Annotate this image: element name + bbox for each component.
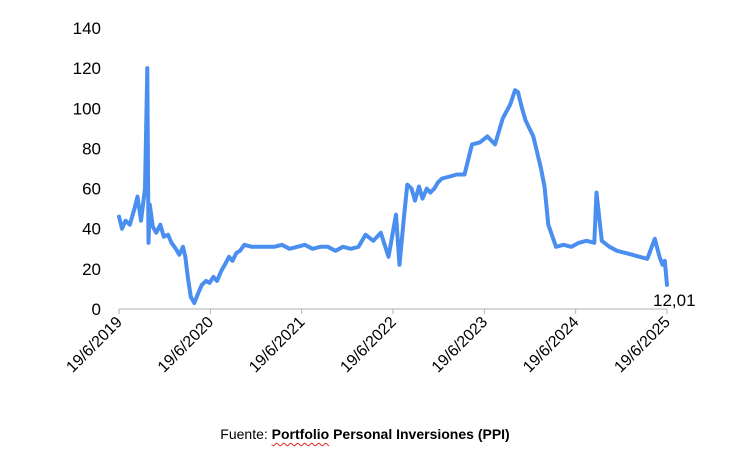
x-tick-label: 19/6/2023 [429, 314, 491, 376]
x-tick-label: 19/6/2022 [337, 314, 399, 376]
end-value-label: 12,01 [653, 291, 696, 310]
x-axis-ticks: 19/6/2019 19/6/2020 19/6/2021 19/6/2022 19/6… [63, 314, 673, 376]
y-tick-label: 60 [82, 180, 101, 199]
y-tick-label: 100 [73, 99, 101, 118]
x-tick-label: 19/6/2025 [611, 314, 673, 376]
y-axis-ticks: 0 20 40 60 80 100 120 140 [73, 19, 101, 319]
source-caption: Fuente: Portfolio Personal Inversiones (… [0, 426, 730, 442]
y-tick-label: 140 [73, 19, 101, 38]
source-prefix: Fuente: [220, 426, 272, 442]
y-tick-label: 20 [82, 260, 101, 279]
source-name-part2: Personal Inversiones (PPI) [329, 426, 510, 442]
series-line [117, 66, 669, 305]
x-tick-label: 19/6/2020 [155, 314, 217, 376]
y-tick-label: 40 [82, 220, 101, 239]
y-tick-label: 0 [92, 300, 101, 319]
x-axis-tick-marks [118, 309, 668, 314]
x-tick-label: 19/6/2024 [520, 314, 582, 376]
x-tick-label: 19/6/2021 [246, 314, 308, 376]
y-tick-label: 80 [82, 139, 101, 158]
y-tick-label: 120 [73, 59, 101, 78]
source-name-part1: Portfolio [271, 426, 330, 442]
x-tick-label: 19/6/2019 [63, 314, 125, 376]
